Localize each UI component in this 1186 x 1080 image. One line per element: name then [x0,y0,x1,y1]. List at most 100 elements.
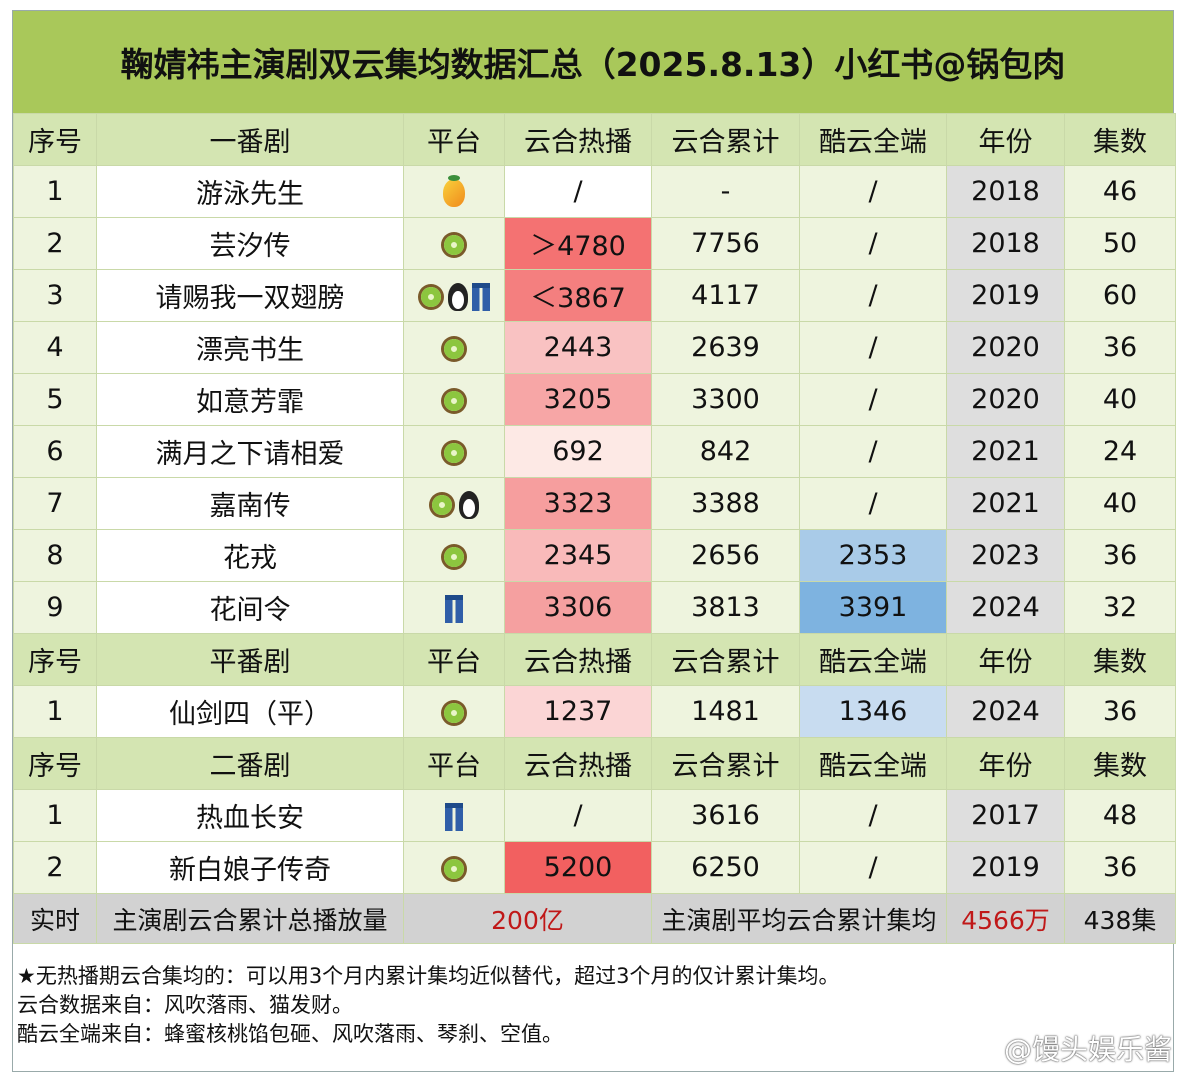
yunhe-cumulative-cell: 3300 [651,373,800,426]
kuyun-all-cell: 1346 [799,685,947,738]
table-row: 8 花戎 2345 2656 2353 2023 36 [13,529,1176,582]
table-row: 5 如意芳霏 3205 3300/2020 40 [13,373,1176,426]
yunhe-hot-cell: 2443 [504,321,652,374]
row-number-cell: 1 [13,789,97,842]
platform-cell [403,425,505,478]
table-row: 4 漂亮书生 2443 2639/2020 36 [13,321,1176,374]
yunhe-hot-cell: 3205 [504,373,652,426]
column-header: 年份 [946,113,1065,166]
row-number-cell: 1 [13,165,97,218]
kuyun-all-cell: / [799,477,947,530]
total-episodes: 438集 [1064,893,1176,944]
episodes-cell: 36 [1064,841,1176,894]
yunhe-cumulative-cell: 7756 [651,217,800,270]
yunhe-cumulative-cell: 1481 [651,685,800,738]
data-table: 序号 一番剧 平台 云合热播 云合累计 酷云全端 年份 集数 1 游泳先生 / -/2018 46 2 芸汐… [13,113,1176,944]
kuyun-all-cell: 3391 [799,581,947,634]
penguin-icon [459,490,479,519]
yunhe-hot-cell: 3306 [504,581,652,634]
table-row: 1 仙剑四（平） 1237 1481 1346 2024 36 [13,685,1176,738]
yunhe-hot-cell: 5200 [504,841,652,894]
yunhe-hot-cell: 692 [504,425,652,478]
column-header: 平番剧 [96,633,404,686]
kuyun-all-cell: 2353 [799,529,947,582]
column-header: 二番剧 [96,737,404,790]
platform-cell [403,685,505,738]
kuyun-all-cell: / [799,373,947,426]
row-number-cell: 5 [13,373,97,426]
kiwi-icon [441,543,467,570]
platform-cell [403,373,505,426]
episodes-cell: 36 [1064,529,1176,582]
episodes-cell: 32 [1064,581,1176,634]
header-row: 序号 一番剧 平台 云合热播 云合累计 酷云全端 年份 集数 [13,113,1176,166]
year-cell: 2023 [946,529,1065,582]
kiwi-icon [441,387,467,414]
yunhe-cumulative-cell: 3813 [651,581,800,634]
kuyun-all-cell: / [799,425,947,478]
drama-title-cell: 如意芳霏 [96,373,404,426]
kuyun-all-cell: / [799,789,947,842]
summary-label: 实时 [13,893,97,944]
yunhe-cumulative-cell: 6250 [651,841,800,894]
kuyun-all-cell: / [799,321,947,374]
drama-title-cell: 嘉南传 [96,477,404,530]
row-number-cell: 8 [13,529,97,582]
note-line: 云合数据来自：风吹落雨、猫发财。 [17,993,353,1017]
kiwi-icon [441,699,467,726]
episodes-cell: 40 [1064,477,1176,530]
column-header: 平台 [403,633,505,686]
drama-title-cell: 满月之下请相爱 [96,425,404,478]
episodes-cell: 24 [1064,425,1176,478]
episodes-cell: 60 [1064,269,1176,322]
kuyun-all-cell: / [799,217,947,270]
year-cell: 2021 [946,425,1065,478]
row-number-cell: 2 [13,217,97,270]
column-header: 云合热播 [504,113,652,166]
note-line: 酷云全端来自：蜂蜜核桃馅包砸、风吹落雨、琴刹、空值。 [17,1022,563,1046]
table-row: 1 热血长安/3616/2017 48 [13,789,1176,842]
table-row: 3 请赐我一双翅膀 ＜3867 4117/2019 60 [13,269,1176,322]
column-header: 平台 [403,737,505,790]
table-row: 7 嘉南传 3323 3388/2021 40 [13,477,1176,530]
drama-title-cell: 仙剑四（平） [96,685,404,738]
mango-icon [443,174,465,207]
platform-cell [403,581,505,634]
note-line: ★无热播期云合集均的：可以用3个月内累计集均近似替代，超过3个月的仅计累计集均。 [17,964,840,988]
yunhe-cumulative-cell: 2639 [651,321,800,374]
average-label: 主演剧平均云合累计集均 [651,893,947,944]
platform-cell [403,321,505,374]
summary-table-card: 鞠婧祎主演剧双云集均数据汇总（2025.8.13）小红书@锅包肉 序号 一番剧 平台… [12,10,1176,1072]
summary-row: 实时 主演剧云合累计总播放量 200亿 主演剧平均云合累计集均 4566万 43… [13,893,1176,944]
page-title: 鞠婧祎主演剧双云集均数据汇总（2025.8.13）小红书@锅包肉 [13,11,1173,113]
yunhe-cumulative-cell: 4117 [651,269,800,322]
platform-cell [403,841,505,894]
year-cell: 2018 [946,165,1065,218]
drama-title-cell: 花戎 [96,529,404,582]
row-number-cell: 4 [13,321,97,374]
row-number-cell: 1 [13,685,97,738]
column-header: 集数 [1064,113,1176,166]
column-header: 云合累计 [651,113,800,166]
platform-cell [403,217,505,270]
year-cell: 2020 [946,373,1065,426]
episodes-cell: 48 [1064,789,1176,842]
row-number-cell: 7 [13,477,97,530]
row-number-cell: 3 [13,269,97,322]
year-cell: 2019 [946,841,1065,894]
column-header: 云合热播 [504,737,652,790]
yunhe-cumulative-cell: 842 [651,425,800,478]
column-header: 年份 [946,633,1065,686]
yunhe-cumulative-cell: 3616 [651,789,800,842]
jeans-icon [472,282,490,311]
kiwi-icon [429,491,455,518]
yunhe-hot-cell: 2345 [504,529,652,582]
kiwi-icon [441,855,467,882]
drama-title-cell: 请赐我一双翅膀 [96,269,404,322]
column-header: 云合累计 [651,737,800,790]
column-header: 序号 [13,737,97,790]
year-cell: 2024 [946,685,1065,738]
year-cell: 2018 [946,217,1065,270]
table-row: 1 游泳先生 / -/2018 46 [13,165,1176,218]
column-header: 酷云全端 [799,737,947,790]
